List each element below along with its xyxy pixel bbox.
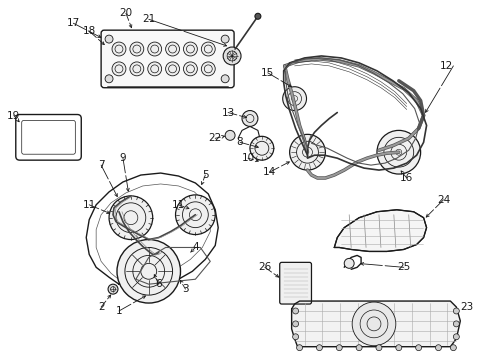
Circle shape	[109, 196, 152, 239]
Circle shape	[221, 75, 229, 83]
Circle shape	[415, 345, 421, 351]
Circle shape	[376, 130, 420, 174]
Text: 4: 4	[192, 243, 198, 252]
Text: 26: 26	[258, 262, 271, 272]
Circle shape	[452, 321, 458, 327]
Text: 17: 17	[66, 18, 80, 28]
Circle shape	[282, 87, 306, 111]
Circle shape	[201, 62, 215, 76]
FancyBboxPatch shape	[279, 262, 311, 304]
Polygon shape	[334, 210, 426, 251]
Circle shape	[201, 42, 215, 56]
Circle shape	[336, 345, 342, 351]
Circle shape	[395, 345, 401, 351]
Circle shape	[223, 47, 241, 65]
Polygon shape	[291, 301, 459, 347]
Text: 10: 10	[241, 153, 254, 163]
Text: 11: 11	[172, 200, 185, 210]
Circle shape	[344, 258, 353, 268]
Circle shape	[296, 345, 302, 351]
Circle shape	[105, 35, 113, 43]
Circle shape	[292, 334, 298, 340]
Circle shape	[355, 345, 361, 351]
Text: 14: 14	[263, 167, 276, 177]
Circle shape	[221, 35, 229, 43]
Text: 3: 3	[182, 284, 188, 294]
Circle shape	[292, 308, 298, 314]
Text: 25: 25	[396, 262, 409, 272]
Text: 15: 15	[261, 68, 274, 78]
Text: 18: 18	[82, 26, 96, 36]
Circle shape	[249, 136, 273, 160]
Text: 21: 21	[142, 14, 155, 24]
Circle shape	[112, 62, 126, 76]
Text: 2: 2	[98, 302, 104, 312]
Circle shape	[183, 42, 197, 56]
Text: 5: 5	[202, 170, 208, 180]
Text: 24: 24	[436, 195, 449, 205]
Text: 13: 13	[221, 108, 234, 117]
Circle shape	[175, 195, 215, 235]
Circle shape	[130, 42, 143, 56]
Text: 6: 6	[155, 279, 162, 289]
Circle shape	[449, 345, 455, 351]
Text: 1: 1	[116, 306, 122, 316]
Circle shape	[130, 62, 143, 76]
Text: 19: 19	[7, 111, 20, 121]
Circle shape	[292, 321, 298, 327]
Circle shape	[165, 62, 179, 76]
Circle shape	[165, 42, 179, 56]
Text: 23: 23	[459, 302, 472, 312]
Circle shape	[254, 13, 260, 19]
Circle shape	[147, 42, 162, 56]
Text: 22: 22	[208, 133, 222, 143]
Circle shape	[224, 130, 235, 140]
Circle shape	[112, 42, 126, 56]
Circle shape	[435, 345, 441, 351]
Text: 16: 16	[399, 173, 412, 183]
Text: 9: 9	[120, 153, 126, 163]
FancyBboxPatch shape	[101, 30, 234, 88]
Circle shape	[316, 345, 322, 351]
Text: 12: 12	[439, 61, 452, 71]
Circle shape	[351, 302, 395, 346]
Circle shape	[117, 239, 180, 303]
Text: 11: 11	[82, 200, 96, 210]
Circle shape	[452, 308, 458, 314]
Circle shape	[147, 62, 162, 76]
Text: 20: 20	[119, 8, 132, 18]
Circle shape	[108, 284, 118, 294]
Circle shape	[105, 75, 113, 83]
Circle shape	[183, 62, 197, 76]
Text: 8: 8	[236, 137, 243, 147]
Circle shape	[452, 334, 458, 340]
Circle shape	[289, 134, 325, 170]
Circle shape	[242, 111, 257, 126]
Circle shape	[375, 345, 381, 351]
Text: 7: 7	[98, 160, 104, 170]
